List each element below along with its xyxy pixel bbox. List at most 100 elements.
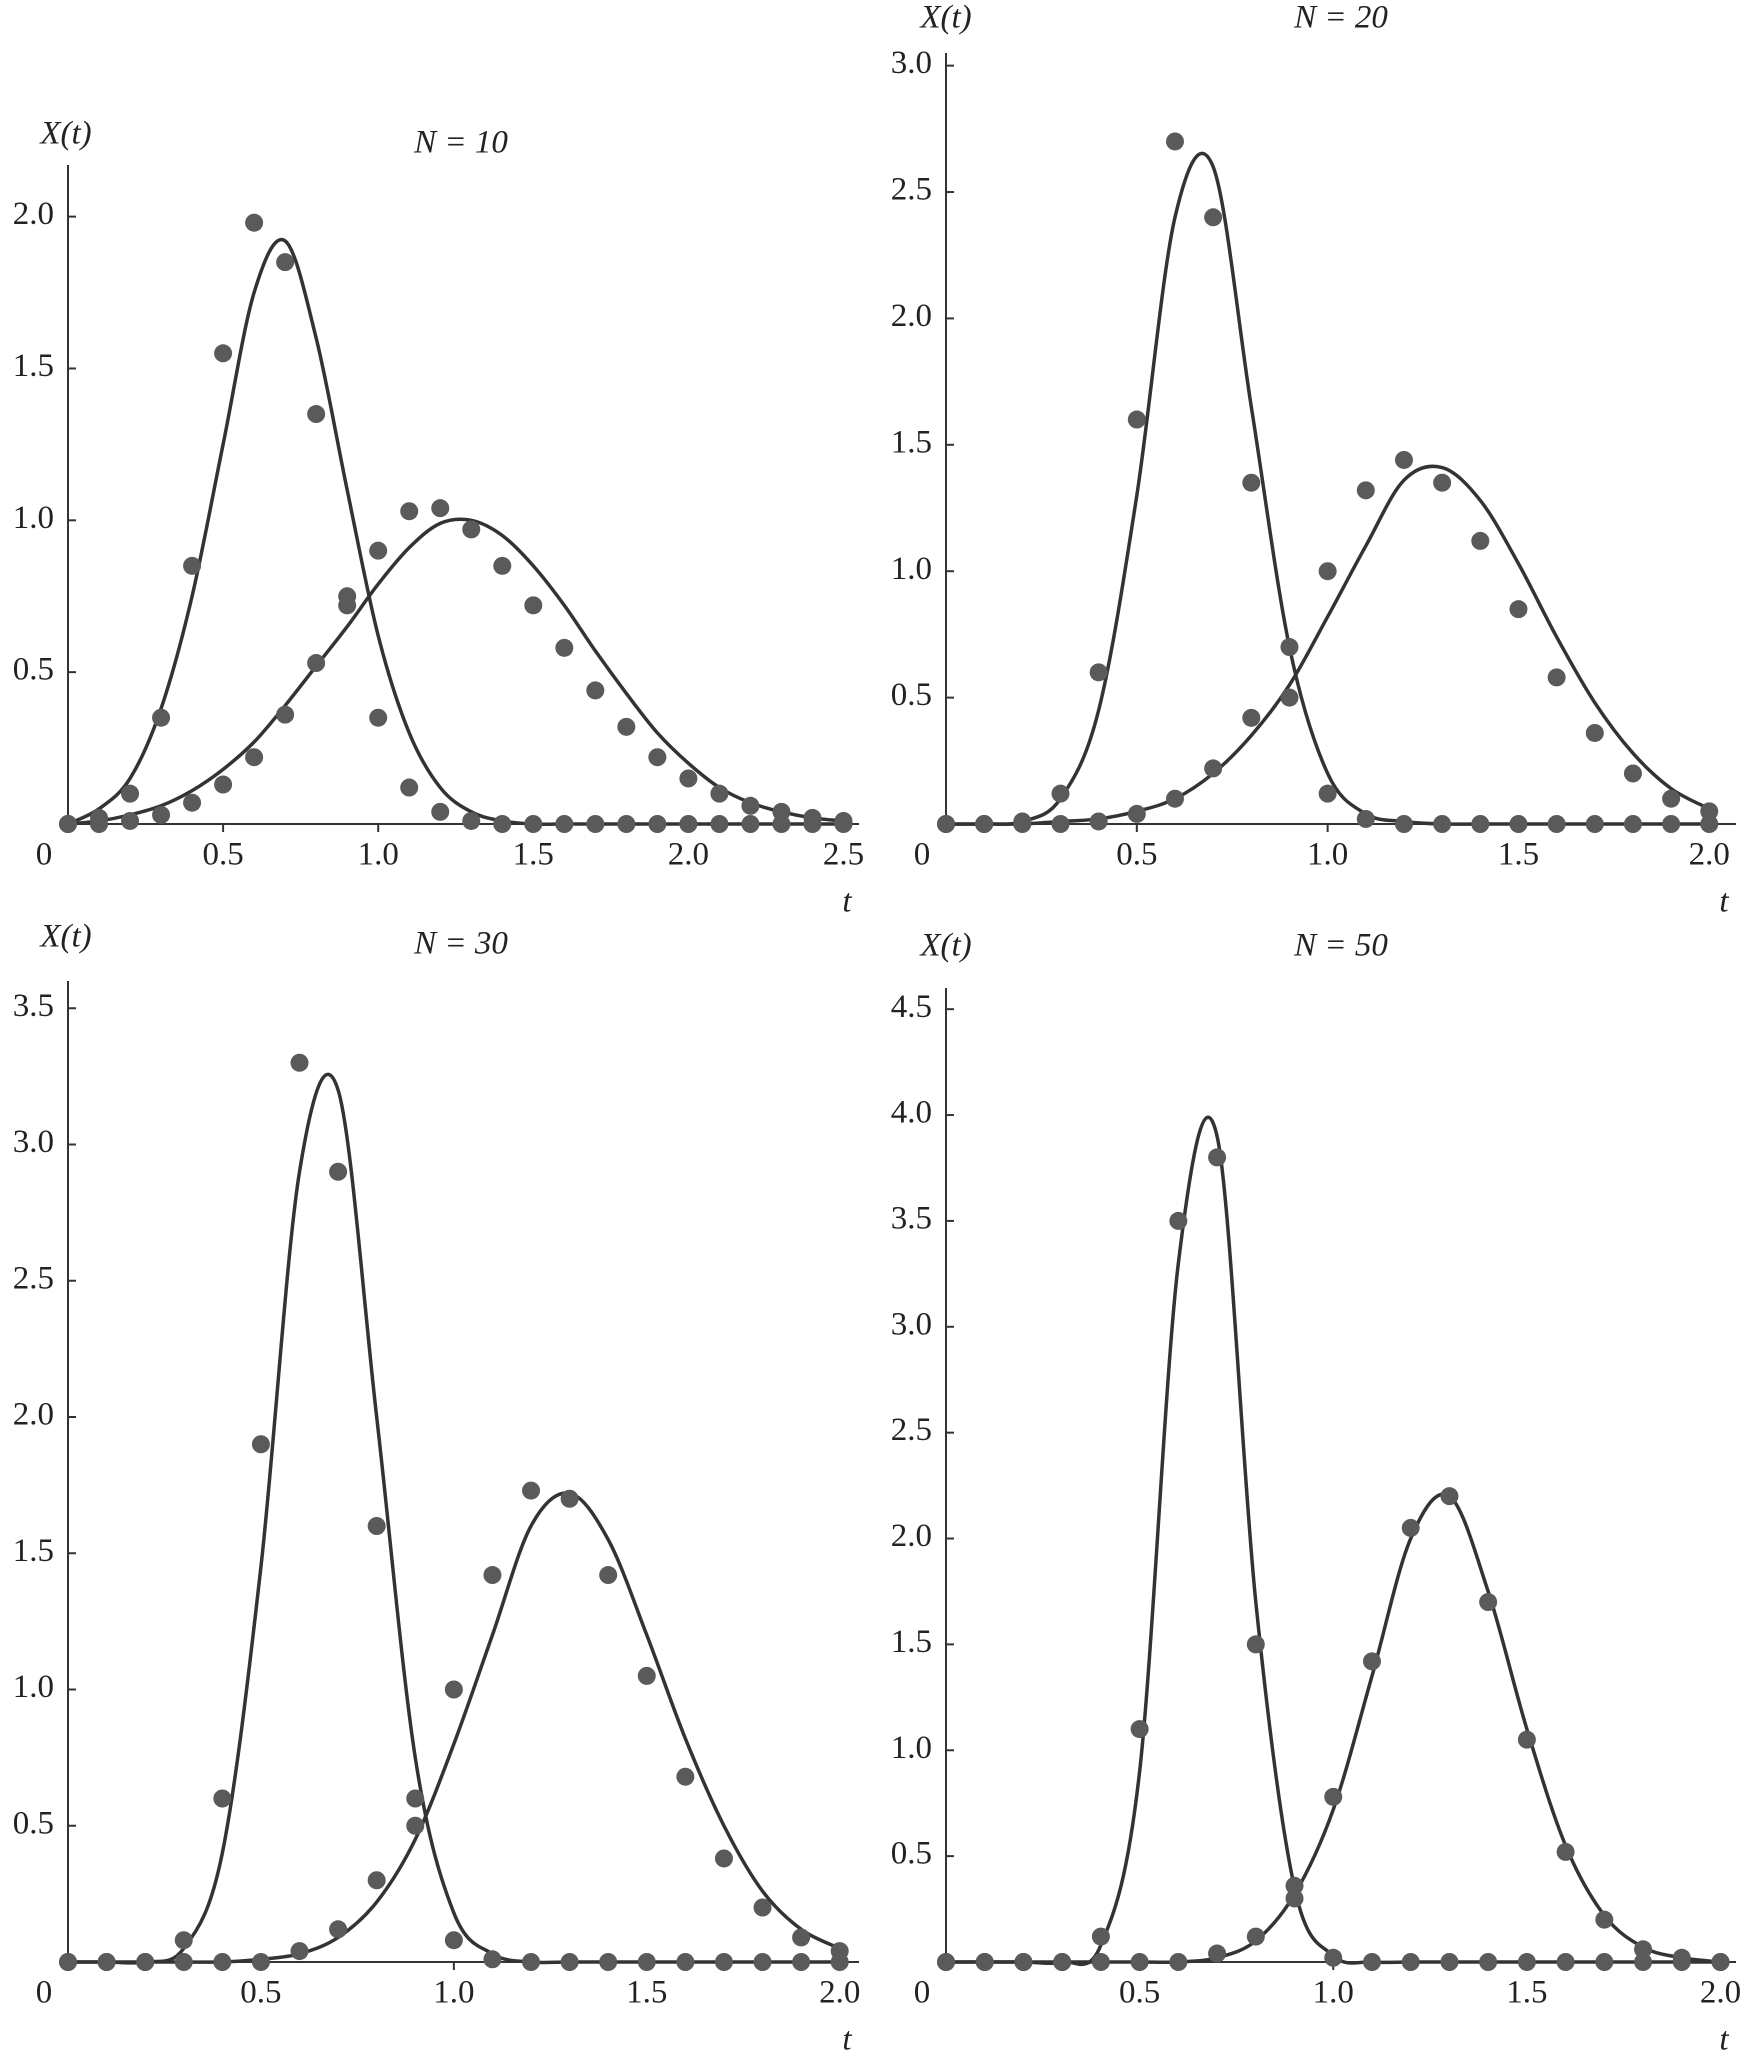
y-tick-label: 1.0 (891, 1730, 932, 1766)
y-tick-label: 4.0 (891, 1095, 932, 1131)
data-point (59, 1953, 77, 1971)
data-point (1440, 1487, 1459, 1506)
y-tick-label: 0.5 (891, 1836, 932, 1872)
data-point (431, 499, 450, 518)
data-point (714, 1849, 733, 1868)
data-point (1089, 812, 1108, 831)
y-tick-label: 2.0 (13, 1397, 54, 1433)
data-point (1595, 1953, 1614, 1971)
data-point (1401, 1953, 1420, 1971)
y-tick-label: 3.5 (13, 988, 54, 1024)
data-point (1130, 1953, 1149, 1971)
y-tick-label: 1.0 (13, 1669, 54, 1705)
data-point (1547, 815, 1566, 833)
panel-title: N = 20 (1293, 0, 1388, 36)
data-point (560, 1489, 579, 1508)
data-point (493, 815, 512, 833)
data-point (493, 556, 512, 575)
data-point (1204, 759, 1223, 778)
data-point (245, 748, 264, 767)
y-tick-label: 3.0 (891, 1306, 932, 1342)
data-point (1595, 1910, 1614, 1929)
data-point (1208, 1944, 1227, 1963)
x-tick-label: 0 (914, 1975, 931, 2011)
data-point (522, 1953, 541, 1971)
data-point (1280, 638, 1299, 657)
data-point (1280, 688, 1299, 707)
data-point (975, 1953, 994, 1971)
curve (945, 151, 1710, 826)
data-point (1479, 1593, 1498, 1612)
y-tick-label: 2.5 (13, 1260, 54, 1296)
y-axis-label: X(t) (38, 919, 91, 955)
data-point (1394, 450, 1413, 469)
data-point (307, 405, 326, 424)
data-point (586, 815, 605, 833)
data-point (1634, 1953, 1653, 1971)
y-tick-label: 3.5 (891, 1200, 932, 1236)
data-point (1246, 1635, 1265, 1654)
data-point (1169, 1953, 1188, 1971)
data-point (1091, 1953, 1110, 1971)
y-tick-label: 2.0 (891, 298, 932, 334)
x-tick-label: 0.5 (240, 1975, 281, 2011)
data-point (1471, 531, 1490, 550)
data-point (741, 815, 760, 833)
x-tick-label: 0 (36, 837, 53, 873)
data-point (214, 344, 233, 363)
data-point (1053, 1953, 1072, 1971)
y-tick-label: 1.5 (13, 1533, 54, 1569)
x-tick-label: 2.0 (1700, 1975, 1741, 2011)
data-point (90, 815, 109, 833)
x-tick-label: 1.5 (1506, 1975, 1547, 2011)
data-point (676, 1953, 695, 1971)
y-tick-label: 1.0 (891, 551, 932, 587)
data-point (710, 815, 729, 833)
data-point (637, 1953, 656, 1971)
data-point (462, 520, 481, 539)
data-point (1324, 1787, 1343, 1806)
data-point (555, 815, 574, 833)
data-point (1662, 815, 1681, 833)
data-point (1014, 1953, 1033, 1971)
data-point (251, 1435, 270, 1454)
data-point (1517, 1730, 1536, 1749)
y-axis-label: X(t) (918, 928, 971, 964)
data-point (338, 596, 357, 615)
data-point (1285, 1889, 1304, 1908)
data-point (1362, 1953, 1381, 1971)
data-point (276, 705, 295, 724)
curve (946, 1115, 1721, 1967)
curve (67, 237, 844, 826)
data-point (637, 1666, 656, 1685)
data-point (1401, 1518, 1420, 1537)
x-tick-label: 0.5 (202, 837, 243, 873)
data-point (524, 815, 543, 833)
curve (946, 464, 1711, 826)
data-point (522, 1481, 541, 1500)
data-point (1517, 1953, 1536, 1971)
data-point (1711, 1953, 1730, 1971)
data-point (213, 1953, 232, 1971)
x-tick-label: 2.0 (1689, 837, 1730, 873)
x-tick-label: 1.0 (433, 1975, 474, 2011)
data-point (741, 796, 760, 815)
x-axis-label: t (842, 884, 852, 920)
y-tick-label: 2.5 (891, 172, 932, 208)
data-point (1204, 208, 1223, 227)
x-tick-label: 0 (36, 1975, 53, 2011)
y-tick-label: 1.5 (13, 348, 54, 384)
data-point (1242, 473, 1261, 492)
data-point (1556, 1842, 1575, 1861)
data-point (1556, 1953, 1575, 1971)
x-axis-label: t (1719, 2022, 1729, 2058)
data-point (329, 1162, 348, 1181)
data-point (617, 717, 636, 736)
data-point (1169, 1211, 1188, 1230)
data-point (648, 815, 667, 833)
data-point (714, 1953, 733, 1971)
data-point (617, 815, 636, 833)
data-point (1623, 764, 1642, 783)
data-point (245, 213, 264, 232)
